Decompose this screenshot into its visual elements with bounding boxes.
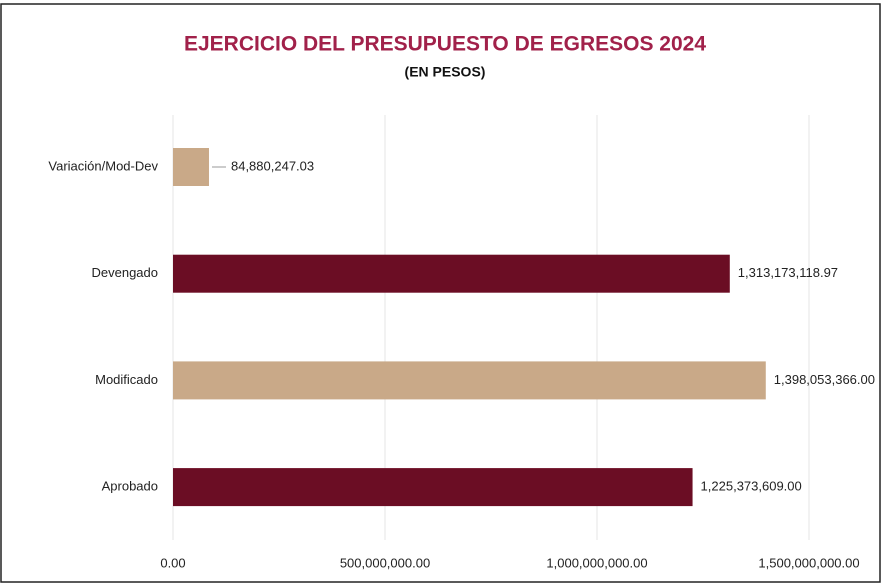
value-label: 84,880,247.03	[231, 158, 314, 173]
x-tick-label: 1,000,000,000.00	[546, 555, 647, 570]
value-label: 1,313,173,118.97	[738, 265, 838, 280]
y-tick-label: Variación/Mod-Dev	[48, 158, 158, 173]
bar	[173, 361, 766, 400]
chart-title: EJERCICIO DEL PRESUPUESTO DE EGRESOS 202…	[184, 33, 706, 56]
value-label: 1,225,373,609.00	[701, 479, 802, 494]
x-tick-label: 500,000,000.00	[340, 555, 430, 570]
bar	[173, 254, 730, 293]
value-label: 1,398,053,366.00	[774, 372, 875, 387]
x-tick-label: 0.00	[160, 555, 185, 570]
bar	[173, 468, 693, 507]
bar	[173, 148, 209, 186]
y-tick-label: Devengado	[92, 265, 159, 280]
y-tick-label: Modificado	[95, 372, 158, 387]
y-tick-label: Aprobado	[102, 479, 158, 494]
x-tick-label: 1,500,000,000.00	[758, 555, 859, 570]
chart-subtitle: (EN PESOS)	[405, 64, 486, 80]
